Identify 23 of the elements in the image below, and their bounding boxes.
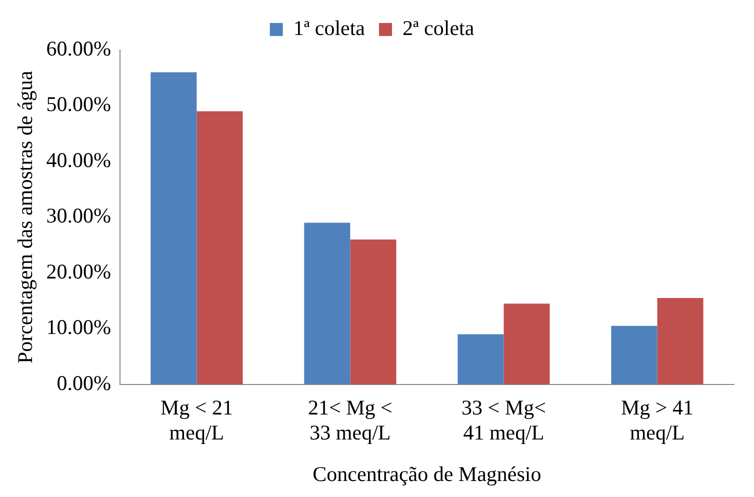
y-tick-label: 40.00%	[46, 148, 111, 172]
bar	[150, 72, 197, 384]
bar	[611, 326, 658, 384]
y-tick-label: 20.00%	[46, 259, 111, 284]
y-tick-label: 50.00%	[46, 92, 111, 116]
x-tick-label: 33 < Mg< 41 meq/L	[462, 396, 546, 445]
legend-label: 2ª coleta	[402, 16, 475, 40]
bar	[657, 298, 704, 384]
x-tick-label: Mg > 41 meq/L	[620, 396, 694, 445]
bar	[350, 239, 396, 384]
y-tick-label: 30.00%	[46, 204, 111, 228]
y-tick-label: 60.00%	[46, 36, 111, 61]
legend-label: 1ª coleta	[293, 16, 366, 40]
y-tick-label: 0.00%	[56, 370, 111, 395]
bar	[504, 304, 550, 384]
x-axis-title: Concentração de Magnésio	[312, 462, 542, 486]
y-axis-title: Porcentagem das amostras de água	[13, 70, 38, 364]
bar	[304, 222, 350, 384]
bar	[196, 111, 243, 384]
y-tick-label: 10.00%	[46, 315, 111, 340]
bar	[458, 334, 504, 384]
x-tick-label: Mg < 21 meq/L	[160, 396, 233, 445]
x-tick-label: 21< Mg < 33 meq/L	[308, 396, 392, 445]
